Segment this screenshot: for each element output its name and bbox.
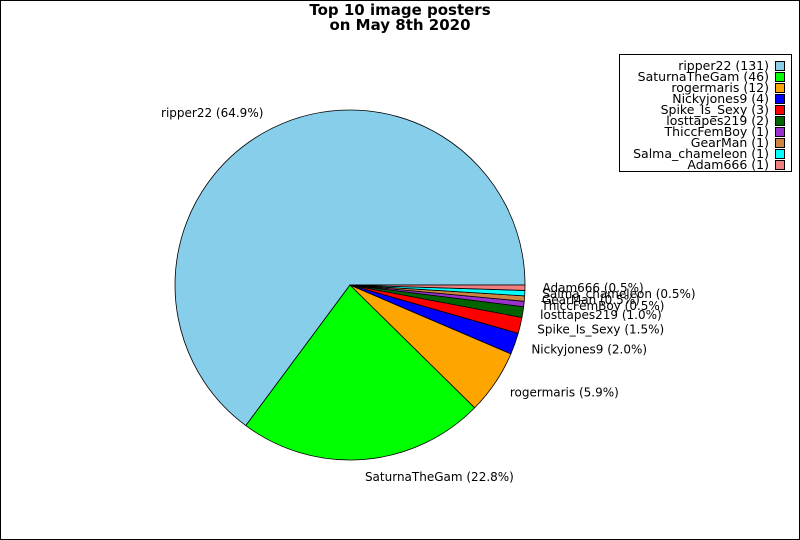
legend-swatch bbox=[775, 126, 785, 137]
legend-item-spike-is-sexy: Spike_Is_Sexy (3) bbox=[660, 102, 785, 117]
chart-title-line-2: on May 8th 2020 bbox=[329, 16, 471, 34]
legend-item-ripper22: ripper22 (131) bbox=[678, 58, 785, 73]
slice-label-ripper22: ripper22 (64.9%) bbox=[161, 106, 263, 120]
legend-item-salma-chameleon: Salma_chameleon (1) bbox=[633, 146, 785, 161]
legend-label: Adam666 (1) bbox=[687, 157, 769, 172]
legend-label: losttapes219 (2) bbox=[666, 113, 769, 128]
legend-label: ripper22 (131) bbox=[678, 58, 769, 73]
legend-item-saturnathegam: SaturnaTheGam (46) bbox=[637, 69, 785, 84]
chart-title-line-1: Top 10 image posters bbox=[309, 1, 491, 19]
legend-swatch bbox=[775, 115, 785, 126]
legend-swatch bbox=[775, 148, 785, 159]
legend-item-nickyjones9: Nickyjones9 (4) bbox=[672, 91, 785, 106]
legend-item-thiccfemboy: ThiccFemBoy (1) bbox=[664, 124, 785, 139]
legend-item-losttapes219: losttapes219 (2) bbox=[666, 113, 785, 128]
legend-swatch bbox=[775, 159, 785, 170]
slice-label-spike-is-sexy: Spike_Is_Sexy (1.5%) bbox=[537, 323, 664, 337]
slice-label-losttapes219: losttapes219 (1.0%) bbox=[540, 308, 662, 322]
legend-label: Spike_Is_Sexy (3) bbox=[660, 102, 769, 117]
chart-title: Top 10 image posters on May 8th 2020 bbox=[0, 3, 800, 33]
legend: ripper22 (131) SaturnaTheGam (46) rogermar… bbox=[619, 54, 792, 172]
legend-swatch bbox=[775, 104, 785, 115]
legend-item-adam666: Adam666 (1) bbox=[687, 157, 785, 172]
slice-label-rogermaris: rogermaris (5.9%) bbox=[510, 385, 619, 399]
legend-swatch bbox=[775, 82, 785, 93]
legend-label: rogermaris (12) bbox=[671, 80, 769, 95]
pie-labels: ripper22 (64.9%) SaturnaTheGam (22.8%) rog… bbox=[161, 106, 696, 484]
legend-item-gearman: GearMan (1) bbox=[690, 135, 785, 150]
legend-label: GearMan (1) bbox=[690, 135, 769, 150]
legend-item-rogermaris: rogermaris (12) bbox=[671, 80, 785, 95]
legend-label: SaturnaTheGam (46) bbox=[637, 69, 769, 84]
slice-label-adam666: Adam666 (0.5%) bbox=[542, 281, 643, 295]
slice-label-saturnathegam: SaturnaTheGam (22.8%) bbox=[365, 470, 514, 484]
legend-swatch bbox=[775, 137, 785, 148]
pie-slice-adam666 bbox=[349, 284, 526, 291]
pie-slice-saturnathegam bbox=[245, 284, 476, 461]
legend-label: Nickyjones9 (4) bbox=[672, 91, 769, 106]
legend-swatch bbox=[775, 93, 785, 104]
pie-slices bbox=[174, 109, 526, 461]
slice-label-thiccfemboy: ThiccFemBoy (0.5%) bbox=[540, 299, 664, 313]
legend-swatch bbox=[775, 71, 785, 82]
legend-swatch bbox=[775, 60, 785, 71]
legend-label: ThiccFemBoy (1) bbox=[664, 124, 769, 139]
slice-label-nickyjones9: Nickyjones9 (2.0%) bbox=[531, 343, 647, 357]
legend-label: Salma_chameleon (1) bbox=[633, 146, 769, 161]
pie-slice-ripper22 bbox=[174, 109, 526, 427]
slice-label-salma-chameleon: Salma_chameleon (0.5%) bbox=[542, 287, 695, 301]
slice-label-gearman: GearMan (0.5%) bbox=[542, 293, 640, 307]
